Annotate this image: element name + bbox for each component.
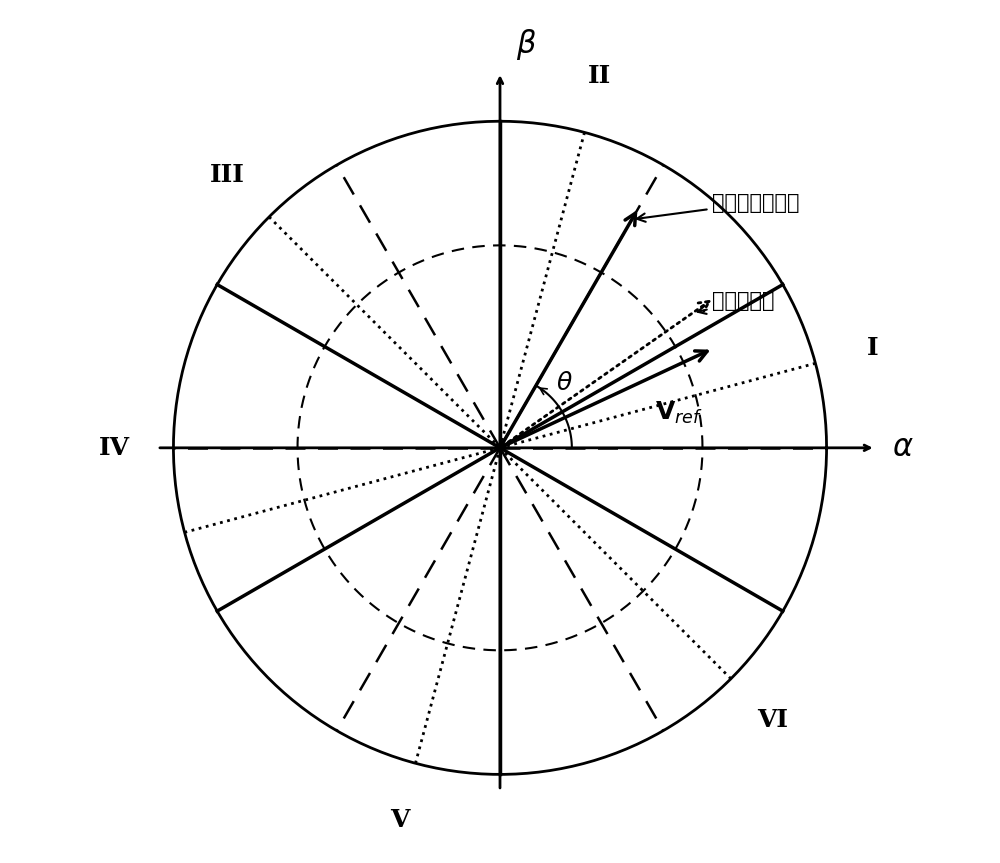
Text: $\alpha$: $\alpha$	[892, 433, 914, 463]
Text: 参考电压过零点: 参考电压过零点	[637, 193, 800, 222]
Text: VI: VI	[757, 709, 788, 733]
Text: 电流过零点: 电流过零点	[698, 291, 775, 314]
Text: $\mathbf{V}_{ref}$: $\mathbf{V}_{ref}$	[655, 400, 703, 425]
Text: V: V	[391, 808, 410, 832]
Text: $\beta$: $\beta$	[516, 28, 537, 62]
Text: $\theta$: $\theta$	[556, 371, 573, 395]
Text: III: III	[210, 163, 245, 187]
Text: I: I	[866, 336, 878, 360]
Text: IV: IV	[99, 436, 130, 460]
Text: II: II	[588, 64, 611, 87]
